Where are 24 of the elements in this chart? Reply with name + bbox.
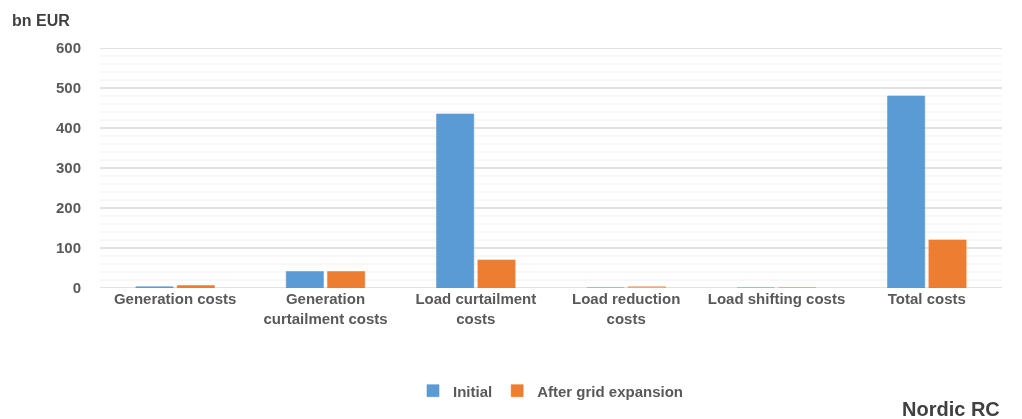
bar xyxy=(928,239,967,288)
bar xyxy=(477,259,516,288)
bar xyxy=(285,271,324,288)
bar xyxy=(436,113,475,288)
x-tick-label: Total costs xyxy=(887,290,966,307)
y-tick-label: 300 xyxy=(55,159,81,177)
legend-label: After grid expansion xyxy=(537,382,684,400)
y-axis-title: bn EUR xyxy=(12,12,71,29)
bar xyxy=(176,285,215,288)
y-tick-label: 100 xyxy=(55,239,81,257)
x-tick-label: Load curtailment costs xyxy=(415,290,537,327)
text: Nordic RC xyxy=(902,398,1000,419)
x-tick-label: Load reduction costs xyxy=(572,290,681,327)
x-tick-label: Generation costs xyxy=(113,290,237,307)
x-tick-label: Generation curtailment costs xyxy=(263,290,388,327)
y-tick-label: 600 xyxy=(55,39,81,57)
y-tick-label: 200 xyxy=(55,199,81,217)
bar xyxy=(327,271,366,288)
x-tick-label: Load shifting costs xyxy=(707,290,846,307)
y-tick-label: 400 xyxy=(55,119,81,137)
y-tick-label: 0 xyxy=(72,279,81,297)
y-tick-label: 500 xyxy=(55,79,81,97)
bar xyxy=(887,95,926,288)
legend-label: Initial xyxy=(453,382,493,400)
